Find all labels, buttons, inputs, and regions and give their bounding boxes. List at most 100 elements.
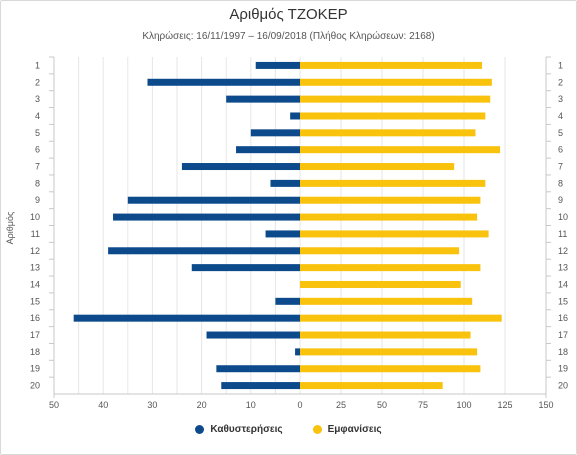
- x-tick-right-150: 150: [538, 400, 553, 410]
- category-label-right-13: 13: [558, 263, 568, 273]
- x-tick-right-50: 50: [377, 400, 387, 410]
- bar-appearances-19: [300, 365, 481, 373]
- category-label-right-4: 4: [558, 111, 563, 121]
- bar-delays-17: [206, 331, 300, 339]
- category-label-left-3: 3: [35, 94, 40, 104]
- legend-item-appearances[interactable]: Εμφανίσεις: [312, 424, 382, 435]
- category-label-left-1: 1: [35, 60, 40, 70]
- x-tick-left-10: 10: [246, 400, 256, 410]
- category-label-right-2: 2: [558, 77, 563, 87]
- category-label-right-6: 6: [558, 145, 563, 155]
- category-label-left-8: 8: [35, 178, 40, 188]
- bar-appearances-17: [300, 331, 471, 339]
- category-label-right-9: 9: [558, 195, 563, 205]
- category-label-left-4: 4: [35, 111, 40, 121]
- bar-delays-5: [250, 129, 300, 137]
- category-label-right-8: 8: [558, 178, 563, 188]
- bar-appearances-7: [300, 163, 455, 171]
- category-label-left-16: 16: [30, 313, 40, 323]
- category-label-left-6: 6: [35, 145, 40, 155]
- bar-appearances-5: [300, 129, 476, 137]
- bar-appearances-1: [300, 61, 483, 69]
- bar-delays-18: [295, 348, 300, 356]
- bar-delays-19: [216, 365, 300, 373]
- bar-appearances-8: [300, 179, 486, 187]
- category-label-right-5: 5: [558, 128, 563, 138]
- category-label-right-7: 7: [558, 162, 563, 172]
- bar-delays-8: [270, 179, 300, 187]
- bar-appearances-12: [300, 247, 460, 255]
- x-tick-left-30: 30: [147, 400, 157, 410]
- bar-delays-20: [221, 382, 300, 390]
- category-label-left-20: 20: [30, 381, 40, 391]
- category-label-left-17: 17: [30, 330, 40, 340]
- bar-appearances-15: [300, 297, 473, 305]
- category-label-right-19: 19: [558, 364, 568, 374]
- x-tick-right-25: 25: [336, 400, 346, 410]
- legend: Καθυστερήσεις Εμφανίσεις: [0, 424, 577, 435]
- bar-appearances-16: [300, 314, 502, 322]
- x-tick-right-100: 100: [456, 400, 471, 410]
- category-label-right-17: 17: [558, 330, 568, 340]
- chart-subtitle: Κληρώσεις: 16/11/1997 – 16/09/2018 (Πλήθ…: [142, 31, 435, 42]
- category-label-right-20: 20: [558, 381, 568, 391]
- x-tick-right-75: 75: [418, 400, 428, 410]
- category-label-left-2: 2: [35, 77, 40, 87]
- bar-delays-11: [265, 230, 300, 238]
- legend-label-appearances: Εμφανίσεις: [327, 424, 382, 435]
- category-label-right-16: 16: [558, 313, 568, 323]
- bar-appearances-9: [300, 196, 481, 204]
- category-label-left-5: 5: [35, 128, 40, 138]
- category-label-left-14: 14: [30, 279, 40, 289]
- bar-delays-7: [181, 163, 300, 171]
- category-label-right-15: 15: [558, 296, 568, 306]
- bar-delays-1: [255, 61, 300, 69]
- bar-delays-6: [236, 146, 300, 154]
- category-label-left-19: 19: [30, 364, 40, 374]
- category-label-right-11: 11: [558, 229, 567, 239]
- category-label-left-10: 10: [30, 212, 40, 222]
- category-label-left-7: 7: [35, 162, 40, 172]
- category-label-left-11: 11: [31, 229, 40, 239]
- bar-delays-12: [108, 247, 301, 255]
- x-tick-left-0: 0: [297, 400, 302, 410]
- bar-appearances-6: [300, 146, 501, 154]
- bar-delays-16: [73, 314, 301, 322]
- bar-appearances-2: [300, 78, 492, 86]
- category-label-right-10: 10: [558, 212, 568, 222]
- bar-delays-9: [127, 196, 300, 204]
- x-tick-left-20: 20: [197, 400, 207, 410]
- legend-marker-appearances: [312, 425, 322, 434]
- bar-appearances-10: [300, 213, 478, 221]
- category-label-left-9: 9: [35, 195, 40, 205]
- bar-delays-3: [226, 95, 300, 103]
- category-label-left-18: 18: [30, 347, 40, 357]
- legend-marker-delays: [195, 425, 205, 434]
- bar-delays-2: [147, 78, 300, 86]
- category-label-right-14: 14: [558, 279, 568, 289]
- bar-delays-4: [290, 112, 300, 120]
- bar-delays-13: [191, 264, 300, 272]
- x-tick-left-50: 50: [49, 400, 59, 410]
- x-tick-right-125: 125: [497, 400, 512, 410]
- category-label-left-12: 12: [30, 246, 40, 256]
- bar-appearances-14: [300, 280, 461, 288]
- category-label-right-3: 3: [558, 94, 563, 104]
- category-label-right-18: 18: [558, 347, 568, 357]
- bar-appearances-4: [300, 112, 486, 120]
- bar-appearances-3: [300, 95, 491, 103]
- bar-appearances-11: [300, 230, 489, 238]
- legend-item-delays[interactable]: Καθυστερήσεις: [195, 424, 283, 435]
- bar-appearances-13: [300, 264, 481, 272]
- bar-delays-10: [113, 213, 300, 221]
- chart-title: Αριθμός ΤΖΟΚΕΡ: [229, 6, 348, 23]
- legend-label-delays: Καθυστερήσεις: [210, 424, 283, 435]
- bar-appearances-20: [300, 382, 443, 390]
- category-label-right-12: 12: [558, 246, 568, 256]
- bar-delays-15: [275, 297, 300, 305]
- category-label-left-13: 13: [30, 263, 40, 273]
- bar-appearances-18: [300, 348, 478, 356]
- x-tick-left-40: 40: [98, 400, 108, 410]
